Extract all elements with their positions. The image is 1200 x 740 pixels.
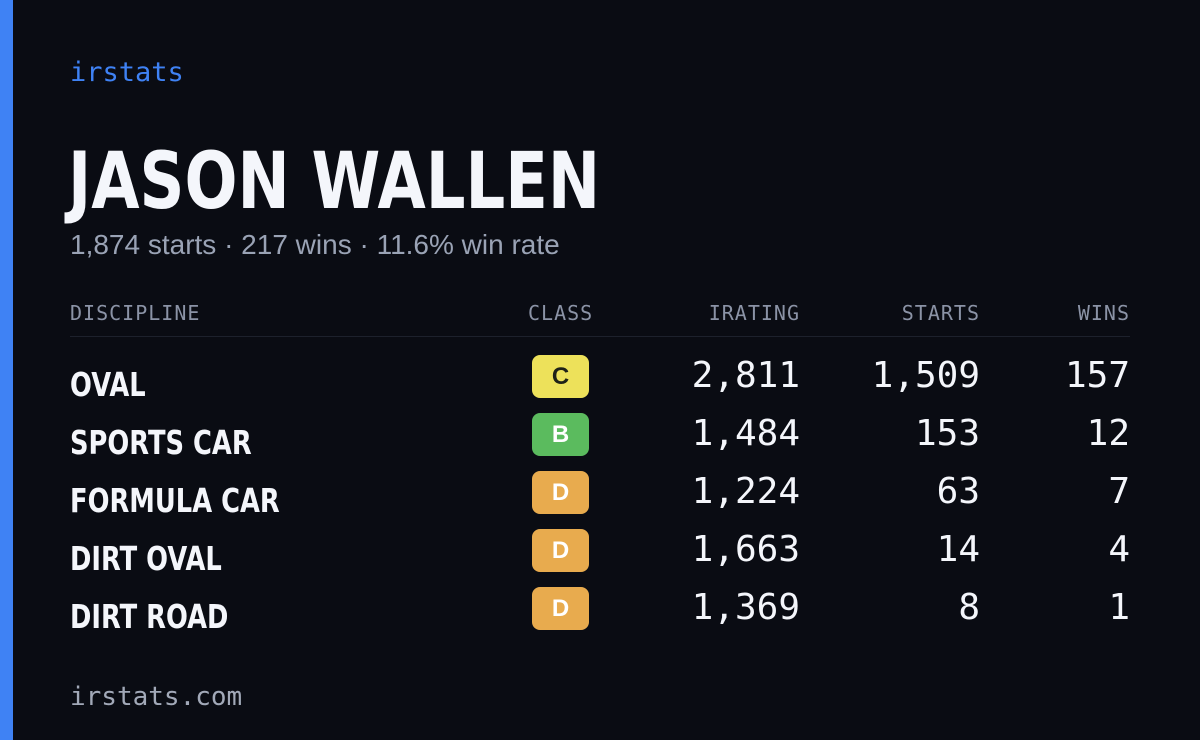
starts-value: 63 [936, 471, 980, 512]
starts-value: 1,509 [871, 355, 980, 396]
irating-value: 1,369 [691, 587, 800, 628]
table-row: DIRT ROAD D 1,369 8 1 [70, 585, 1130, 643]
class-badge: D [532, 529, 589, 572]
class-badge: C [532, 355, 589, 398]
class-badge: D [532, 587, 589, 630]
table-row: OVAL C 2,811 1,509 157 [70, 353, 1130, 411]
header-starts: STARTS [901, 301, 980, 325]
footer-url: irstats.com [70, 682, 243, 712]
header-irating: IRATING [708, 301, 800, 325]
irating-value: 1,484 [691, 413, 800, 454]
table-body: OVAL C 2,811 1,509 157 SPORTS CAR B 1,48… [70, 337, 1130, 643]
brand-logo-text: irstats [70, 57, 184, 88]
discipline-name: OVAL [70, 365, 146, 404]
irating-value: 1,224 [691, 471, 800, 512]
wins-value: 12 [1086, 413, 1130, 454]
table-row: DIRT OVAL D 1,663 14 4 [70, 527, 1130, 585]
wins-value: 4 [1108, 529, 1130, 570]
driver-summary: 1,874 starts · 217 wins · 11.6% win rate [70, 229, 560, 260]
accent-bar [0, 0, 13, 740]
discipline-name: SPORTS CAR [70, 423, 252, 462]
discipline-name: DIRT ROAD [70, 597, 229, 636]
starts-value: 14 [936, 529, 980, 570]
class-badge: B [532, 413, 589, 456]
header-wins: WINS [1077, 301, 1130, 325]
starts-value: 8 [958, 587, 980, 628]
wins-value: 1 [1108, 587, 1130, 628]
wins-value: 157 [1064, 355, 1130, 396]
table-row: SPORTS CAR B 1,484 153 12 [70, 411, 1130, 469]
class-badge: D [532, 471, 589, 514]
stats-table: DISCIPLINE CLASS IRATING STARTS WINS OVA… [70, 296, 1130, 643]
starts-value: 153 [914, 413, 980, 454]
irating-value: 2,811 [691, 355, 800, 396]
header-discipline: DISCIPLINE [70, 301, 201, 325]
table-header: DISCIPLINE CLASS IRATING STARTS WINS [70, 296, 1130, 337]
irating-value: 1,663 [691, 529, 800, 570]
header-class: CLASS [528, 301, 594, 325]
driver-name: JASON WALLEN [68, 137, 601, 227]
discipline-name: DIRT OVAL [70, 539, 222, 578]
discipline-name: FORMULA CAR [70, 481, 280, 520]
wins-value: 7 [1108, 471, 1130, 512]
table-row: FORMULA CAR D 1,224 63 7 [70, 469, 1130, 527]
